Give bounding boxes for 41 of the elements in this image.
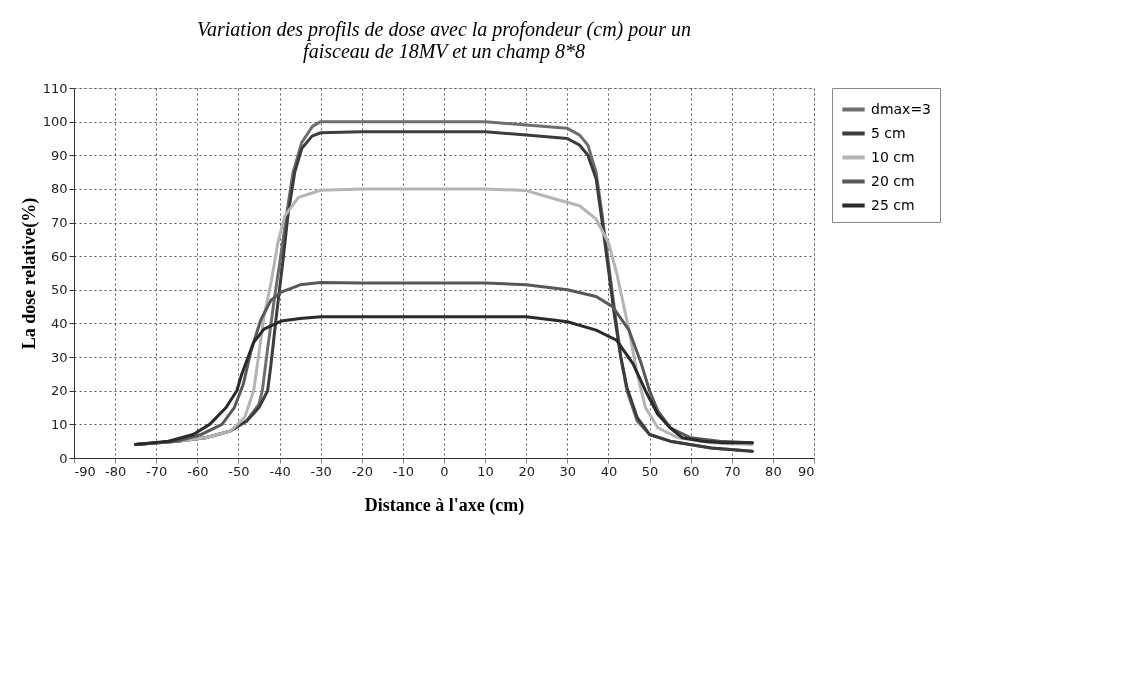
y-tick-label: 50 xyxy=(50,282,68,298)
y-tick-label: 100 xyxy=(42,114,68,130)
legend-label: dmax=3 xyxy=(871,100,932,117)
x-tick-label: 80 xyxy=(765,463,782,479)
x-tick-label: -40 xyxy=(269,463,291,479)
x-tick-label: -20 xyxy=(351,463,373,479)
x-tick-label: 0 xyxy=(440,463,449,479)
legend-label: 10 cm xyxy=(871,148,915,165)
y-tick-label: 0 xyxy=(59,450,68,466)
x-tick-label: 50 xyxy=(641,463,659,479)
x-axis-title: Distance à l'axe (cm) xyxy=(364,494,525,516)
x-tick-label: -90 xyxy=(74,463,96,479)
x-tick-label: 20 xyxy=(518,463,535,479)
line-series xyxy=(134,315,754,447)
x-tick-label: -30 xyxy=(310,463,332,479)
x-tick-label: 10 xyxy=(477,463,494,479)
y-tick-label: 60 xyxy=(50,248,68,264)
y-tick-label: 10 xyxy=(50,416,68,432)
y-tick-label: 30 xyxy=(50,349,68,365)
x-tick-label: -80 xyxy=(104,463,127,479)
x-tick-label: 40 xyxy=(600,463,618,479)
y-tick-label: 80 xyxy=(50,181,68,197)
x-tick-label: 60 xyxy=(682,463,700,479)
legend-label: 20 cm xyxy=(871,172,915,189)
x-tick-label: -60 xyxy=(187,463,209,479)
x-tick-label: -10 xyxy=(392,463,415,479)
x-tick-label: 30 xyxy=(559,463,577,479)
x-tick-label: -70 xyxy=(146,463,168,479)
legend-label: 25 cm xyxy=(871,196,915,213)
text: faisceau de 18MV et un champ 8*8 xyxy=(303,40,585,62)
y-tick-label: 110 xyxy=(42,80,68,96)
x-tick-label: 70 xyxy=(724,463,741,479)
x-tick-label: -50 xyxy=(228,463,250,479)
y-tick-label: 90 xyxy=(50,147,68,163)
legend-label: 5 cm xyxy=(871,124,906,141)
y-axis-title: La dose relative(%) xyxy=(18,197,40,350)
y-tick-label: 40 xyxy=(50,315,68,331)
y-tick-label: 70 xyxy=(50,215,68,231)
y-tick-label: 20 xyxy=(50,383,68,399)
x-tick-label: 90 xyxy=(797,463,815,479)
text: Variation des profils de dose avec la profondeur (cm) pour un xyxy=(196,18,692,40)
